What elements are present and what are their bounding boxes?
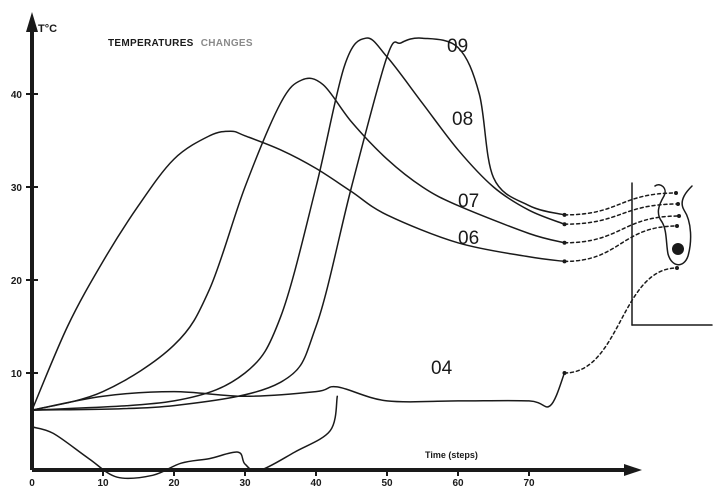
x-tick-label: 0 [29, 478, 35, 489]
container-outline [654, 184, 693, 266]
probe-point-04 [675, 266, 679, 270]
chart-title-accent: CHANGES [201, 38, 253, 49]
series-link-07 [563, 215, 680, 244]
x-axis-arrow-icon [624, 464, 642, 476]
series-line-07 [31, 77, 566, 411]
series-label-08: 08 [452, 109, 473, 130]
y-tick-label: 30 [11, 183, 23, 194]
x-tick-label: 70 [523, 478, 535, 489]
series-line-04 [31, 372, 566, 411]
y-tick-label: 20 [11, 276, 23, 287]
x-tick-label: 30 [239, 478, 251, 489]
series-label-06: 06 [458, 228, 479, 249]
y-tick-label: 10 [11, 369, 23, 380]
chart-title-main: TEMPERATURES [108, 38, 194, 49]
y-tick-label: 40 [11, 90, 23, 101]
fluid-inset [631, 182, 713, 326]
sample-dot [672, 243, 684, 255]
series-line-08 [31, 37, 566, 411]
chart-title: TEMPERATURES CHANGES [108, 38, 253, 49]
series-line-09 [31, 37, 566, 411]
y-axis [26, 12, 38, 470]
x-tick-label: 40 [310, 478, 322, 489]
series-label-07: 07 [458, 191, 479, 212]
series-link-08 [563, 203, 679, 225]
x-tick-label: 60 [452, 478, 464, 489]
series-label-04: 04 [431, 358, 453, 379]
baseline-curve [31, 395, 339, 480]
probe-point-08 [676, 202, 680, 206]
probe-point-06 [675, 224, 679, 228]
x-axis-label: Time (steps) [425, 450, 478, 460]
probe-point-09 [674, 191, 678, 195]
x-tick-label: 20 [168, 478, 180, 489]
y-axis-arrow-icon [26, 12, 38, 32]
series-label-09: 09 [447, 36, 468, 57]
x-axis [32, 464, 642, 476]
series-link-06 [563, 225, 678, 263]
x-tick-label: 10 [97, 478, 109, 489]
x-tick-label: 50 [381, 478, 393, 489]
series-link-09 [563, 192, 677, 216]
y-axis-label: T°C [38, 23, 57, 35]
series-line-06 [31, 130, 566, 411]
series-link-04 [563, 267, 678, 374]
probe-point-07 [677, 214, 681, 218]
